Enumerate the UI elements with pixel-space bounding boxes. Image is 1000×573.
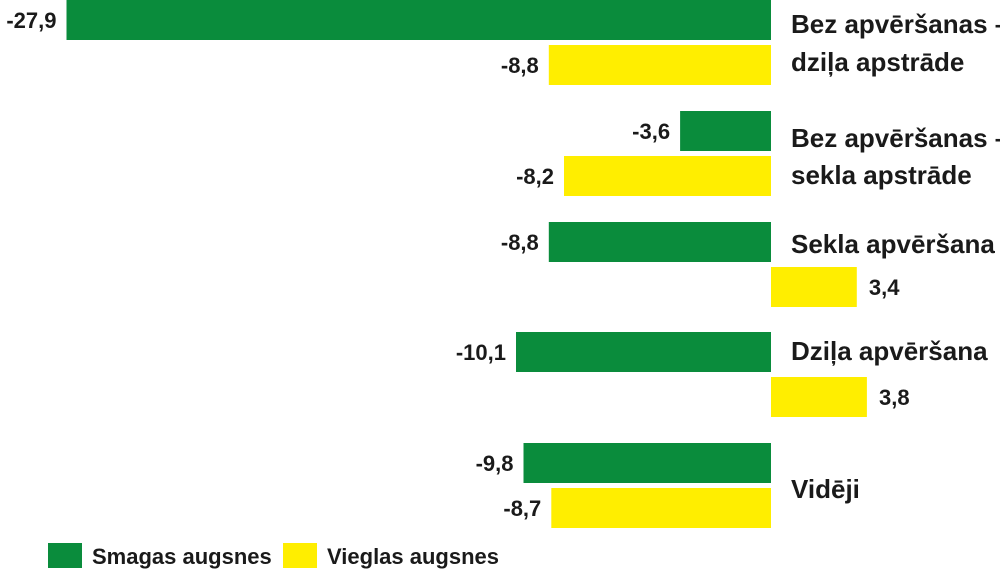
category-label-4-0: Vidēji: [791, 474, 860, 504]
data-label-smagas-2: -8,8: [501, 230, 539, 255]
legend-swatch-vieglas: [283, 543, 317, 568]
category-label-3-0: Dziļa apvēršana: [791, 336, 988, 366]
data-label-smagas-4: -9,8: [476, 451, 514, 476]
bar-smagas-1: [680, 111, 771, 151]
category-label-1-1: sekla apstrāde: [791, 160, 972, 190]
bar-vieglas-1: [564, 156, 771, 196]
category-label-0-0: Bez apvēršanas –: [791, 9, 1000, 39]
legend-swatch-smagas: [48, 543, 82, 568]
category-label-2-0: Sekla apvēršana: [791, 229, 995, 259]
data-label-vieglas-3: 3,8: [879, 385, 910, 410]
bar-vieglas-3: [771, 377, 867, 417]
bar-smagas-0: [66, 0, 771, 40]
category-label-1-0: Bez apvēršanas –: [791, 123, 1000, 153]
legend-label-vieglas: Vieglas augsnes: [327, 544, 499, 569]
bar-smagas-3: [516, 332, 771, 372]
bar-vieglas-4: [551, 488, 771, 528]
data-label-smagas-3: -10,1: [456, 340, 506, 365]
bar-vieglas-0: [548, 45, 771, 85]
bar-smagas-2: [548, 222, 771, 262]
data-label-smagas-0: -27,9: [6, 8, 56, 33]
category-label-0-1: dziļa apstrāde: [791, 47, 964, 77]
data-label-smagas-1: -3,6: [632, 119, 670, 144]
data-label-vieglas-1: -8,2: [516, 164, 554, 189]
legend-label-smagas: Smagas augsnes: [92, 544, 272, 569]
bar-vieglas-2: [771, 267, 857, 307]
data-label-vieglas-4: -8,7: [503, 496, 541, 521]
data-label-vieglas-0: -8,8: [501, 53, 539, 78]
data-label-vieglas-2: 3,4: [869, 275, 900, 300]
bar-smagas-4: [523, 443, 771, 483]
